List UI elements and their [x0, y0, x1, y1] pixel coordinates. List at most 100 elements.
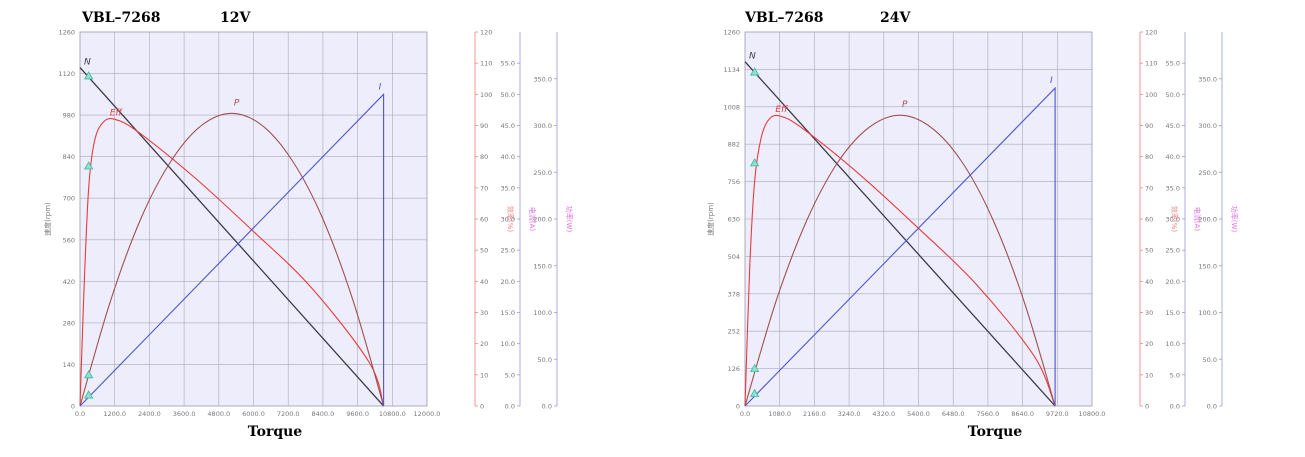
chart-1-current-tick-label: 30.0	[501, 216, 515, 224]
chart-1-current-tick-label: 10.0	[501, 340, 515, 348]
chart-2-x-tick-label: 9720.0	[1046, 410, 1069, 418]
chart-2-marker-triangle	[749, 158, 760, 167]
chart-2-current-tick-label: 40.0	[1166, 153, 1180, 161]
chart-2-current-axis-label: 电流(A)	[1193, 207, 1202, 232]
chart-2-series-i-line	[744, 86, 1056, 407]
chart-1-efficiency-tick-label: 80	[480, 153, 488, 161]
chart-2-x-tick-label: 1080.0	[768, 410, 791, 418]
chart-1-power-tick-label: 150.0	[533, 262, 552, 270]
chart-1-speed-tick-label: 560	[63, 236, 75, 244]
chart-2-efficiency-tick-label: 20	[1145, 340, 1153, 348]
chart-2-label-efficiency: Eff	[775, 105, 789, 115]
chart-1-efficiency-tick-label: 20	[480, 340, 488, 348]
chart-2-marker-triangle	[749, 388, 760, 397]
chart-1-efficiency-tick-label: 30	[480, 309, 488, 317]
chart-1-current-tick-label: 55.0	[501, 60, 515, 68]
chart-1-current-tick-label: 40.0	[501, 153, 515, 161]
chart-1-speed-tick-label: 140	[63, 361, 75, 369]
chart-2-x-tick-label: 3240.0	[838, 410, 861, 418]
chart-1-x-tick-label: 7200.0	[277, 410, 300, 418]
chart-1-efficiency-tick-label: 0	[480, 403, 484, 411]
chart-2-efficiency-tick-label: 110	[1145, 60, 1157, 68]
chart-2-efficiency-tick-label: 120	[1145, 29, 1157, 37]
chart-1-efficiency-tick-label: 90	[480, 122, 488, 130]
chart-1-x-tick-label: 9600.0	[346, 410, 369, 418]
chart-1-efficiency-axis-label: 效率(%)	[506, 206, 515, 232]
chart-1-current-tick-label: 45.0	[501, 122, 515, 130]
chart-1-speed-tick-label: 840	[63, 153, 75, 161]
chart-1-label-speed: N	[84, 58, 91, 68]
chart-1-marker-triangle	[83, 71, 94, 80]
chart-1-efficiency-tick-label: 120	[480, 29, 492, 37]
chart-2-label-speed: N	[749, 52, 756, 62]
chart-2-x-tick-label: 2160.0	[803, 410, 826, 418]
chart-2-efficiency-tick-label: 0	[1145, 403, 1149, 411]
chart-2-current-tick-label: 0.0	[1170, 403, 1180, 411]
chart-1-series-i-line	[79, 92, 385, 407]
chart-2-series-eff-line	[744, 114, 1056, 407]
chart-2-current-tick-label: 5.0	[1170, 371, 1180, 379]
chart-1-efficiency-tick-label: 10	[480, 371, 488, 379]
chart-2-speed-tick-label: 252	[728, 328, 740, 336]
chart-1-series-n-line	[79, 67, 385, 407]
chart-2-power-tick-label: 350.0	[1198, 75, 1217, 83]
chart-2-current-tick-label: 35.0	[1166, 184, 1180, 192]
chart-2-current-tick-label: 30.0	[1166, 216, 1180, 224]
chart-2-x-tick-label: 8640.0	[1011, 410, 1034, 418]
chart-1-power-tick-label: 350.0	[533, 75, 552, 83]
chart-2-power-tick-label: 100.0	[1198, 309, 1217, 317]
chart-1-efficiency-tick-label: 40	[480, 278, 488, 286]
chart-2-x-tick-label: 5400.0	[907, 410, 930, 418]
chart-1-x-tick-label: 1200.0	[103, 410, 126, 418]
chart-1-efficiency-tick-label: 60	[480, 216, 488, 224]
chart-1-speed-tick-label: 0	[71, 403, 75, 411]
chart-2-power-tick-label: 300.0	[1198, 122, 1217, 130]
chart-2-efficiency-tick-label: 70	[1145, 184, 1153, 192]
chart-1-x-axis-label: Torque	[248, 424, 302, 440]
chart-2-x-tick-label: 0.0	[740, 410, 750, 418]
chart-1-current-tick-label: 15.0	[501, 309, 515, 317]
chart-2-speed-tick-label: 1134	[723, 66, 740, 74]
chart-2-x-axis-label: Torque	[968, 424, 1022, 440]
chart-2-power-tick-label: 0.0	[1207, 403, 1217, 411]
chart-2-efficiency-tick-label: 40	[1145, 278, 1153, 286]
chart-2-current-tick-label: 55.0	[1166, 60, 1180, 68]
chart-1-current-axis-label: 电流(A)	[528, 207, 537, 232]
chart-2-series-p-line	[744, 114, 1056, 407]
chart-1-x-tick-label: 4800.0	[207, 410, 230, 418]
chart-1-efficiency-tick-label: 110	[480, 60, 492, 68]
chart-2-speed-tick-label: 1008	[723, 103, 740, 111]
chart-2-current-tick-label: 10.0	[1166, 340, 1180, 348]
chart-2-power-axis-label: 功率(W)	[1230, 206, 1239, 233]
chart-2-speed-tick-label: 378	[728, 290, 740, 298]
chart-2-x-tick-label: 7560.0	[977, 410, 1000, 418]
chart-1-efficiency-tick-label: 100	[480, 91, 492, 99]
chart-2-speed-tick-label: 0	[736, 403, 740, 411]
chart-2-speed-tick-label: 882	[728, 141, 740, 149]
chart-2-current-tick-label: 50.0	[1166, 91, 1180, 99]
chart-1-label-current: I	[379, 82, 382, 92]
chart-1-x-tick-label: 12000.0	[414, 410, 441, 418]
chart-1-power-axis-label: 功率(W)	[565, 206, 574, 233]
chart-1-current-tick-label: 25.0	[501, 247, 515, 255]
chart-2-x-tick-label: 10800.0	[1079, 410, 1106, 418]
chart-1-x-tick-label: 8400.0	[312, 410, 335, 418]
chart-1-power-tick-label: 250.0	[533, 169, 552, 177]
chart-1-title: VBL–7268	[81, 10, 161, 26]
chart-1-current-tick-label: 35.0	[501, 184, 515, 192]
chart-1-power-tick-label: 100.0	[533, 309, 552, 317]
chart-2-speed-tick-label: 504	[728, 253, 740, 261]
chart-1-series-eff-line	[79, 118, 385, 407]
chart-2-current-tick-label: 25.0	[1166, 247, 1180, 255]
chart-1-speed-tick-label: 1120	[58, 70, 75, 78]
chart-2-speed-tick-label: 756	[728, 178, 740, 186]
chart-1-voltage: 12V	[220, 10, 251, 26]
chart-2-speed-tick-label: 1260	[723, 29, 740, 37]
chart-2-efficiency-tick-label: 60	[1145, 216, 1153, 224]
chart-1-marker-triangle	[83, 161, 94, 170]
chart-2-efficiency-tick-label: 30	[1145, 309, 1153, 317]
chart-1-series-p-line	[79, 112, 385, 407]
chart-2-efficiency-tick-label: 100	[1145, 91, 1157, 99]
chart-2-efficiency-tick-label: 80	[1145, 153, 1153, 161]
